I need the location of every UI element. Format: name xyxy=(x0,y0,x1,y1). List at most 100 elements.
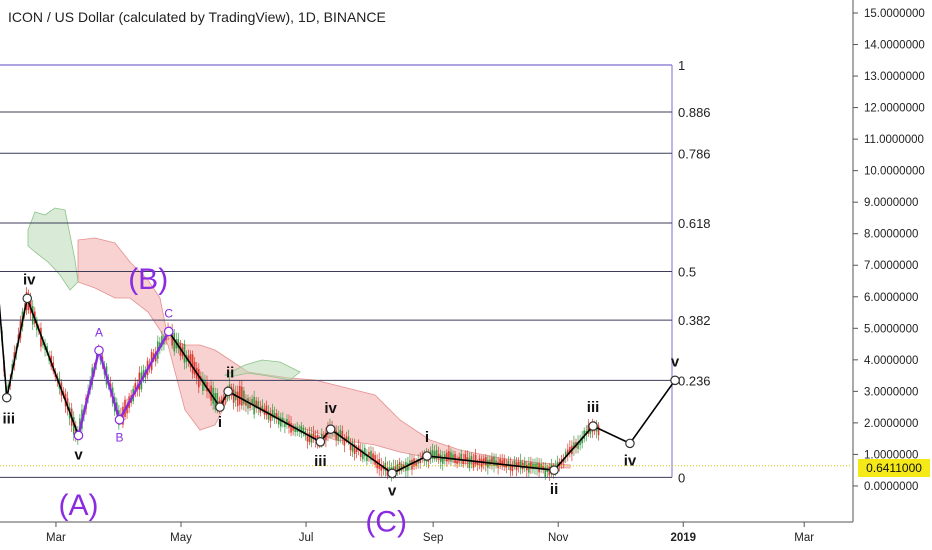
wave-pivot xyxy=(588,421,598,431)
candle-body xyxy=(75,426,77,437)
candle-body xyxy=(216,393,219,409)
fib-level-label: 0.886 xyxy=(678,105,711,120)
candle-body xyxy=(468,458,471,469)
candle-body xyxy=(357,445,360,450)
candle-body xyxy=(400,463,403,471)
price-tick-label: 4.0000000 xyxy=(864,355,918,367)
wave-label: iii xyxy=(587,399,600,416)
time-tick-label: 2019 xyxy=(670,532,696,544)
price-tick-label: 15.0000000 xyxy=(864,8,925,20)
candle-body xyxy=(173,332,175,352)
candle-body xyxy=(523,461,526,469)
candle-body xyxy=(511,465,514,472)
candle-body xyxy=(273,413,276,419)
candle-body xyxy=(198,369,200,388)
wave-label: iii xyxy=(2,411,15,428)
candle-body xyxy=(456,460,458,464)
wave-pivot xyxy=(223,386,233,397)
candle-body xyxy=(277,416,280,425)
wave-label: ii xyxy=(550,481,558,498)
wave-label: ii xyxy=(226,364,234,381)
candle-body xyxy=(312,432,315,440)
abc-subwave-label: A xyxy=(95,325,103,339)
fib-level-label: 0.5 xyxy=(678,265,696,280)
price-tick-label: 12.0000000 xyxy=(864,103,925,115)
candle-body xyxy=(306,433,309,442)
candle-body xyxy=(280,417,282,427)
candle-body xyxy=(384,462,387,471)
elliott-waves[interactable]: iiiiiiivviiiiiiivviiiiiiivvABC(A)(B)(C) xyxy=(0,140,680,538)
candle-body xyxy=(466,457,469,462)
candle-body xyxy=(341,430,344,439)
candle-body xyxy=(419,459,421,464)
candle-body xyxy=(564,451,567,458)
price-axis[interactable]: 15.0000000 14.0000000 13.0000000 12.0000000… xyxy=(853,8,925,493)
wave-pivot xyxy=(625,438,635,449)
candle-body xyxy=(470,455,473,463)
candle-body xyxy=(142,370,145,379)
candle-body xyxy=(548,466,551,476)
candle-body xyxy=(411,459,413,470)
candle-body xyxy=(370,450,372,461)
candle-body xyxy=(271,409,274,418)
wave-label: iv xyxy=(23,271,36,288)
candle-body xyxy=(189,354,192,368)
candle-body xyxy=(415,461,417,466)
wave-label: iii xyxy=(314,453,327,470)
time-axis[interactable]: Mar May Jul Sep Nov 2019 Mar xyxy=(46,522,814,544)
candle-body xyxy=(343,438,346,446)
candle-body xyxy=(478,458,481,463)
candle-body xyxy=(314,435,317,441)
price-tick-label: 8.0000000 xyxy=(864,229,918,241)
candle-body xyxy=(509,464,512,471)
candle-body xyxy=(439,454,442,463)
candle-body xyxy=(261,405,264,410)
wave-pivot xyxy=(670,375,680,386)
candle-body xyxy=(474,455,477,464)
candle-body xyxy=(292,426,294,431)
fib-level-label: 0.786 xyxy=(678,146,711,161)
wave-line-primary xyxy=(0,295,676,475)
candle-body xyxy=(202,378,204,391)
candle-body xyxy=(441,456,444,464)
wave-line-abc xyxy=(77,330,170,436)
cloud-bullish xyxy=(224,359,301,381)
candle-body xyxy=(366,454,368,461)
candle-body xyxy=(347,436,350,442)
candle-body xyxy=(530,461,532,469)
candle-body xyxy=(134,383,137,394)
candle-body xyxy=(460,453,462,462)
candle-body xyxy=(247,398,249,409)
fibonacci-retracement[interactable]: 1 0.886 0.786 0.618 0.5 0.382 0.236 0 xyxy=(0,58,711,485)
candle-body xyxy=(517,461,520,466)
candle-body xyxy=(300,425,303,434)
candle-body xyxy=(325,432,327,441)
wave-pivot xyxy=(422,451,432,461)
wave-pivot xyxy=(387,468,397,479)
candle-body xyxy=(353,444,356,455)
candle-body xyxy=(472,460,475,468)
candle-body xyxy=(581,436,583,444)
candle-body xyxy=(193,361,196,375)
candle-body xyxy=(241,386,243,406)
wave-pivot xyxy=(549,465,559,475)
wave-degree-label: (A) xyxy=(59,489,99,522)
time-tick-label: Mar xyxy=(46,532,66,544)
candle-body xyxy=(398,462,401,472)
time-tick-label: Mar xyxy=(794,532,814,544)
candle-body xyxy=(417,459,419,464)
candle-body xyxy=(376,460,378,469)
wave-label: iv xyxy=(324,400,337,417)
candle-body xyxy=(290,422,292,433)
candle-body xyxy=(569,447,571,453)
candle-body xyxy=(374,455,376,465)
price-tick-label: 3.0000000 xyxy=(864,386,918,398)
abc-subwave-label: B xyxy=(115,431,123,445)
candle-body xyxy=(497,461,499,468)
candle-body xyxy=(480,459,483,468)
price-tick-label: 5.0000000 xyxy=(864,323,918,335)
candle-body xyxy=(257,401,260,409)
candle-body xyxy=(362,450,364,460)
wave-degree-label: (C) xyxy=(365,505,407,538)
